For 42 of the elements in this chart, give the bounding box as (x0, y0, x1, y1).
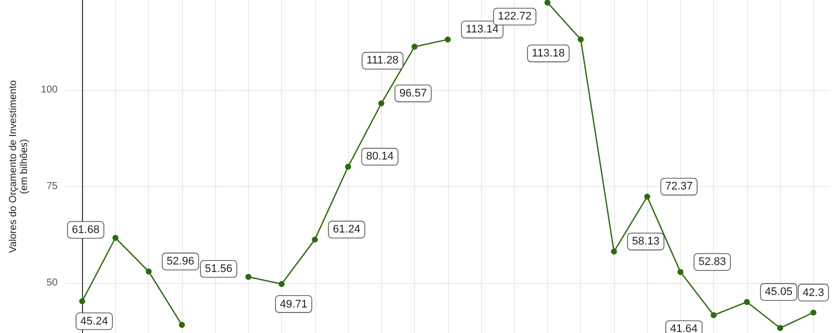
data-label: 96.57 (399, 87, 427, 100)
data-label: 61.24 (332, 224, 360, 236)
data-label: 52.83 (698, 256, 726, 268)
point (810, 310, 816, 316)
point (677, 268, 684, 275)
point (710, 312, 717, 318)
data-label: 42.3 (802, 287, 824, 300)
data-label: 111.28 (366, 54, 399, 67)
data-label: 72.37 (665, 180, 693, 193)
data-label: 113.18 (532, 47, 565, 60)
y-tick-label: 75 (46, 181, 58, 192)
y-axis-title: Valores do Orçamento de Investimento (em bilhões) (8, 80, 30, 253)
point (544, 0, 550, 6)
point (777, 324, 784, 331)
point (245, 274, 252, 280)
point (578, 36, 584, 42)
data-label: 61.68 (72, 224, 100, 236)
point (412, 44, 418, 50)
point (112, 234, 118, 241)
data-label: 58.13 (632, 236, 660, 248)
data-label: 52.96 (166, 255, 194, 268)
point (79, 298, 86, 304)
data-label: 45.24 (80, 316, 108, 328)
data-label: 45.05 (764, 286, 792, 298)
point (312, 236, 318, 243)
point (178, 322, 185, 328)
data-label: 122.72 (498, 10, 532, 23)
y-tick-label: 50 (46, 277, 58, 288)
point (644, 194, 650, 200)
data-label: 51.56 (204, 262, 232, 275)
y-tick-label: 100 (40, 84, 58, 96)
data-label: 113.14 (466, 24, 499, 36)
data-label: 80.14 (366, 150, 394, 163)
data-label: 49.71 (280, 298, 308, 311)
data-label: 41.64 (670, 323, 698, 333)
point (146, 268, 152, 274)
point (610, 248, 617, 255)
point (345, 164, 352, 170)
point (444, 36, 451, 43)
point (744, 298, 750, 305)
point (378, 100, 384, 106)
point (278, 281, 285, 288)
